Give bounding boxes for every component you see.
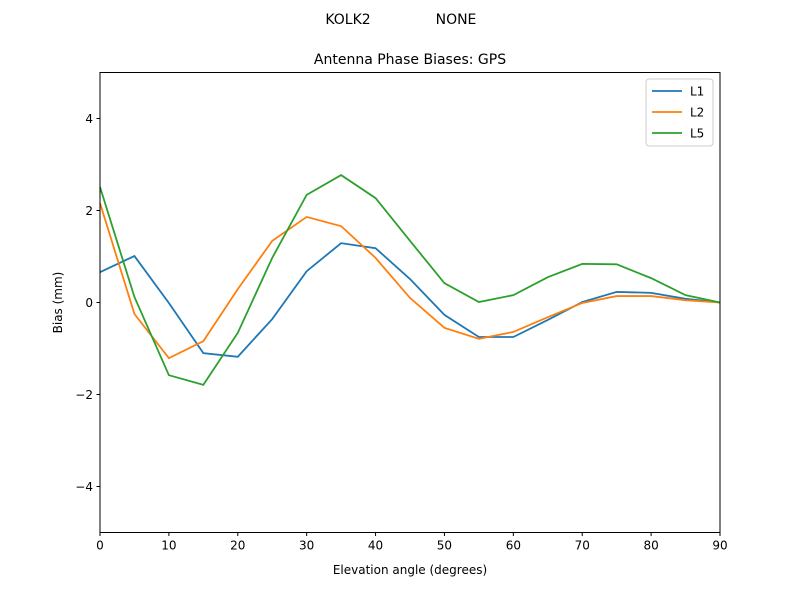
chart-title: Antenna Phase Biases: GPS <box>314 52 506 68</box>
x-tick-label: 70 <box>575 539 590 553</box>
plot-area <box>99 72 721 533</box>
y-tick-label: −4 <box>75 480 93 494</box>
x-axis-label: Elevation angle (degrees) <box>333 563 487 577</box>
legend: L1 L2 L5 <box>645 78 714 147</box>
y-tick-label: 4 <box>85 112 93 126</box>
x-tick-label: 80 <box>643 539 658 553</box>
legend-label: L5 <box>690 127 704 141</box>
y-axis-label: Bias (mm) <box>51 272 65 334</box>
x-tick-label: 60 <box>506 539 521 553</box>
suptitle-station: KOLK2 <box>325 12 370 28</box>
y-tick-label: 0 <box>85 296 93 310</box>
x-tick-label: 0 <box>96 539 104 553</box>
series-line-L2 <box>99 202 721 360</box>
y-tick-label: −2 <box>75 388 93 402</box>
legend-label: L1 <box>690 85 704 99</box>
x-tick-label: 50 <box>437 539 452 553</box>
x-tick-label: 10 <box>161 539 176 553</box>
x-tick-label: 40 <box>368 539 383 553</box>
x-tick-label: 90 <box>712 539 727 553</box>
y-tick-label: 2 <box>85 204 93 218</box>
legend-label: L2 <box>690 106 704 120</box>
suptitle-model: NONE <box>436 12 477 28</box>
series-line-L1 <box>99 242 721 358</box>
x-tick-label: 30 <box>299 539 314 553</box>
x-tick-label: 20 <box>230 539 245 553</box>
series-line-L5 <box>99 174 721 386</box>
